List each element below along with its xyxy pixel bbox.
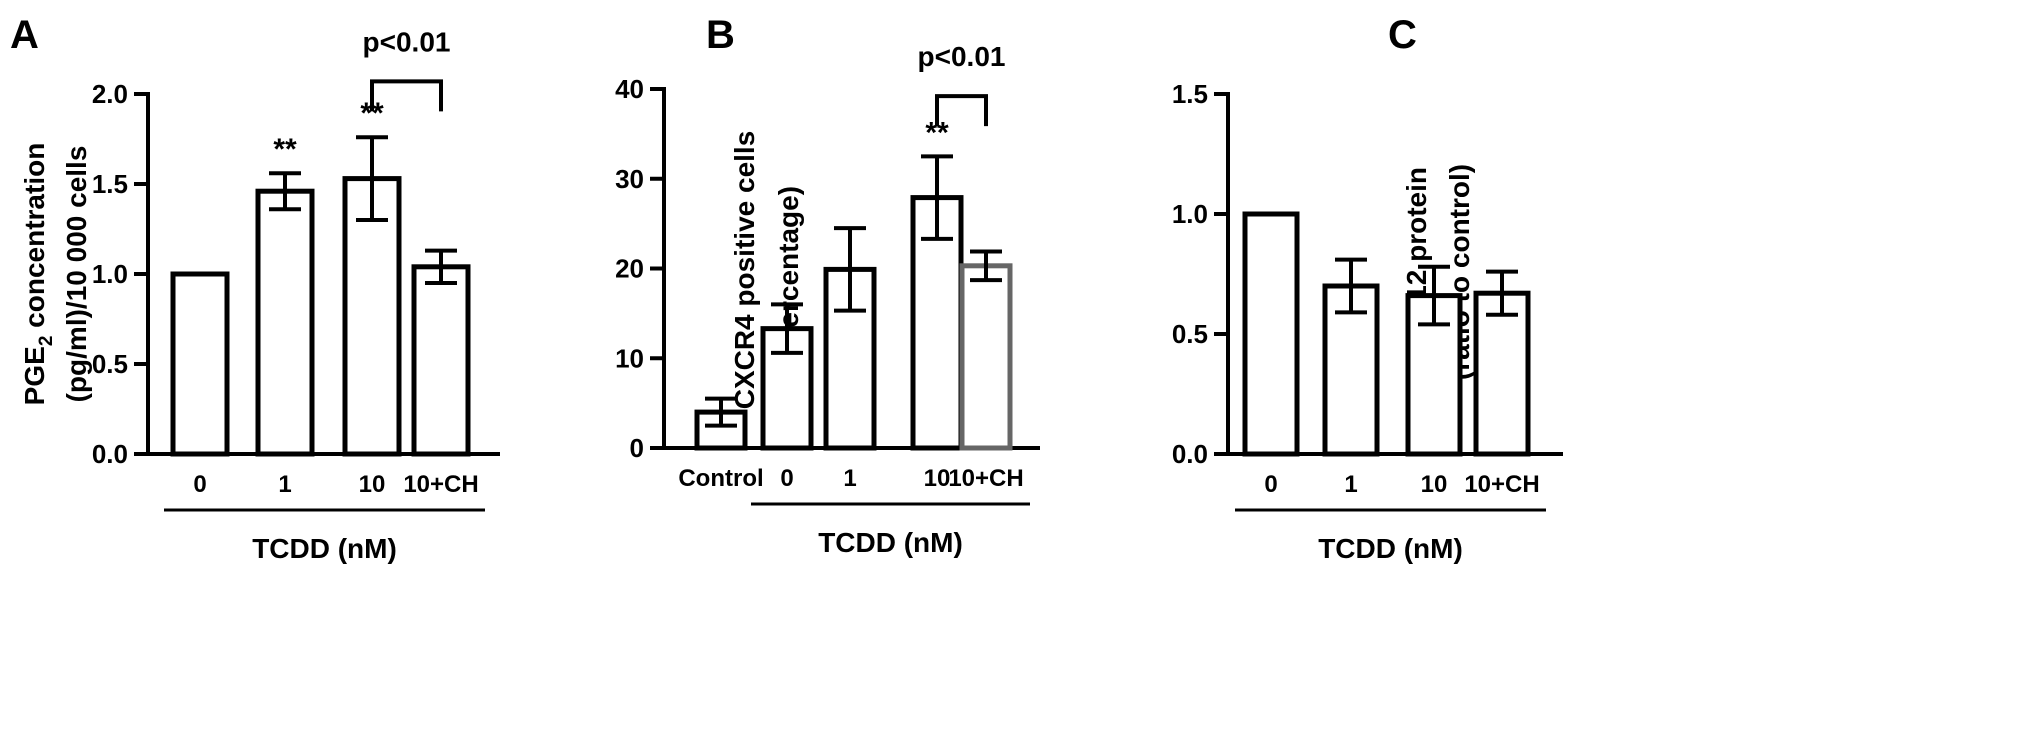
significance-mark: **	[360, 97, 384, 130]
bar-0	[1242, 211, 1300, 457]
bar-10+CH	[959, 263, 1013, 451]
x-category-label: 0	[193, 471, 206, 498]
p-value-bracket	[935, 94, 988, 127]
y-tick-label: 1.5	[92, 169, 128, 199]
bar-0	[170, 271, 230, 457]
y-axis-label-part: concentration	[19, 143, 50, 336]
y-axis-label-part: PGE	[19, 346, 50, 405]
x-category-label: 1	[843, 465, 856, 492]
p-value-label: p<0.01	[918, 41, 1006, 72]
x-category-label: 1	[1344, 471, 1357, 498]
y-tick-label: 1.0	[1172, 199, 1208, 229]
x-category-label: 10+CH	[403, 471, 478, 498]
y-tick-label: 40	[615, 74, 644, 104]
x-axis-label: TCDD (nM)	[1318, 533, 1463, 564]
y-tick-label: 2.0	[92, 79, 128, 109]
y-axis-label-line1: PGE2 concentration	[19, 143, 57, 406]
y-tick-label: 0.0	[92, 439, 128, 469]
y-tick-label: 0.5	[1172, 319, 1208, 349]
y-tick-label: 10	[615, 343, 644, 373]
bar-10+CH	[411, 264, 471, 457]
x-category-label: 10	[359, 471, 386, 498]
x-category-label: 10	[1421, 471, 1448, 498]
panel-letter-c: C	[1388, 13, 1417, 57]
y-tick-label: 20	[615, 254, 644, 284]
panel-letter-a: A	[10, 13, 39, 57]
x-axis-label: TCDD (nM)	[252, 533, 397, 564]
y-axis-label-line1: CXCR4 positive cells	[729, 131, 760, 410]
p-value-label: p<0.01	[363, 26, 451, 57]
y-tick-label: 0.5	[92, 349, 128, 379]
y-tick-label: 1.0	[92, 259, 128, 289]
significance-mark: **	[925, 116, 949, 149]
x-category-label: 1	[278, 471, 291, 498]
y-axis-label-line2: (pg/ml)/10 000 cells	[61, 146, 92, 403]
x-category-label: 10+CH	[1464, 471, 1539, 498]
bar-10+CH	[1473, 290, 1531, 457]
x-category-label: 10	[924, 465, 951, 492]
significance-mark: **	[273, 133, 297, 166]
y-tick-label: 30	[615, 164, 644, 194]
y-axis-label-subscript: 2	[36, 336, 57, 347]
p-value-bracket	[370, 79, 443, 112]
y-tick-label: 0.0	[1172, 439, 1208, 469]
x-category-label: 10+CH	[948, 465, 1023, 492]
x-axis-label: TCDD (nM)	[818, 527, 963, 558]
y-axis-label-part: CXCR4 positive cells	[729, 131, 760, 410]
x-category-label: Control	[678, 465, 763, 492]
y-tick-label: 0	[630, 433, 644, 463]
x-category-label: 0	[1264, 471, 1277, 498]
panel-letter-b: B	[706, 13, 735, 57]
y-tick-label: 1.5	[1172, 79, 1208, 109]
bar-1	[255, 188, 315, 457]
x-category-label: 0	[780, 465, 793, 492]
